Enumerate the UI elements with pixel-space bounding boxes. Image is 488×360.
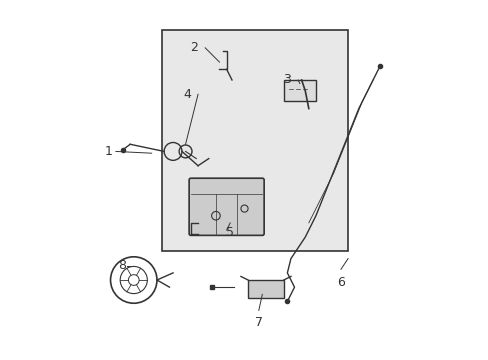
Bar <box>247 280 283 298</box>
Text: 8: 8 <box>119 259 126 272</box>
FancyBboxPatch shape <box>189 178 264 235</box>
Text: 1: 1 <box>104 145 112 158</box>
Text: 3: 3 <box>283 73 290 86</box>
Text: 7: 7 <box>254 316 262 329</box>
Bar <box>283 80 315 102</box>
Text: 2: 2 <box>190 41 198 54</box>
Text: 5: 5 <box>226 226 234 239</box>
Text: 6: 6 <box>336 276 344 289</box>
Bar <box>162 30 347 251</box>
Text: 4: 4 <box>183 88 190 101</box>
